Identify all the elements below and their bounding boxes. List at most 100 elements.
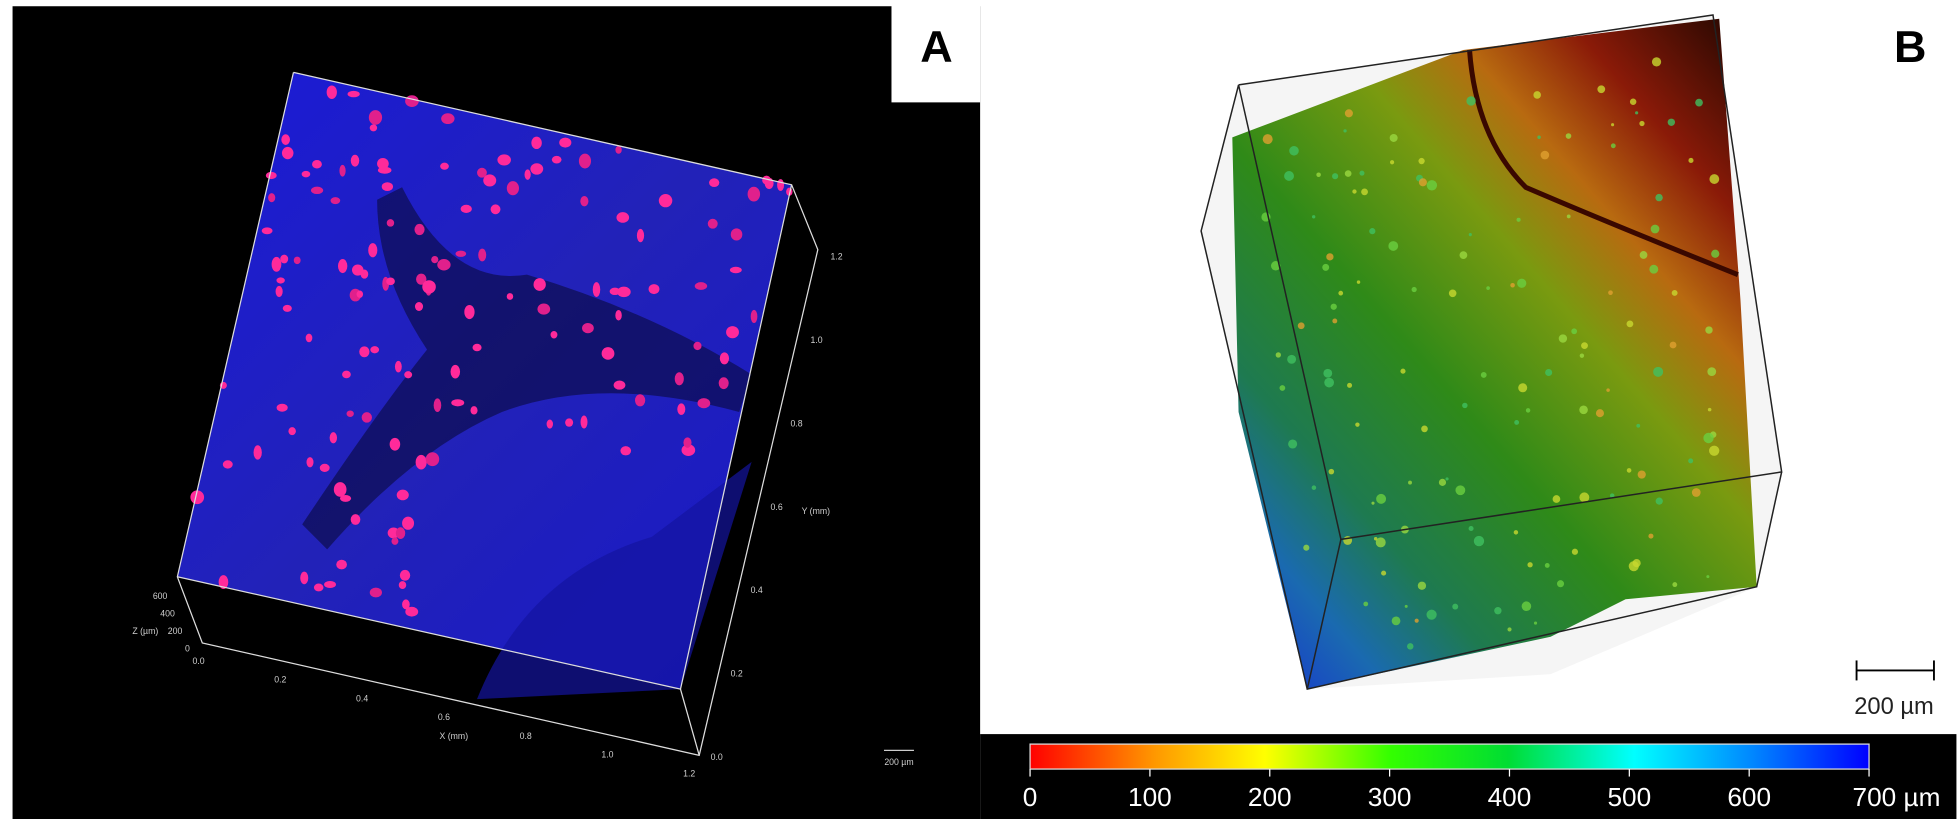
nucleus bbox=[331, 197, 341, 204]
nucleus bbox=[708, 219, 718, 229]
particle bbox=[1455, 485, 1465, 495]
particle bbox=[1324, 378, 1334, 388]
particle bbox=[1517, 218, 1521, 222]
particle bbox=[1688, 158, 1693, 163]
nucleus bbox=[312, 160, 322, 168]
nucleus bbox=[416, 455, 427, 470]
particle bbox=[1537, 136, 1540, 139]
particle bbox=[1611, 123, 1614, 126]
particle bbox=[1597, 85, 1605, 93]
particle bbox=[1705, 326, 1712, 333]
nucleus bbox=[276, 286, 283, 297]
y-tick-label: 0.2 bbox=[731, 669, 743, 679]
particle bbox=[1407, 643, 1414, 650]
particle bbox=[1596, 409, 1604, 417]
particle bbox=[1707, 367, 1716, 376]
nucleus bbox=[336, 560, 347, 570]
particle bbox=[1580, 353, 1584, 357]
nucleus bbox=[254, 445, 262, 459]
nucleus bbox=[342, 371, 351, 379]
particle bbox=[1359, 171, 1364, 176]
nucleus bbox=[314, 584, 324, 592]
nucleus bbox=[276, 277, 284, 283]
particle bbox=[1668, 119, 1675, 126]
particle bbox=[1514, 530, 1518, 534]
nucleus bbox=[748, 187, 760, 202]
particle bbox=[1517, 279, 1526, 288]
nucleus bbox=[530, 163, 543, 174]
particle bbox=[1390, 134, 1398, 142]
x-tick-label: 1.2 bbox=[683, 768, 695, 778]
particle bbox=[1534, 622, 1537, 625]
particle bbox=[1405, 605, 1408, 608]
nucleus bbox=[719, 377, 729, 389]
x-axis-title: X (mm) bbox=[440, 731, 469, 741]
nucleus bbox=[387, 219, 394, 227]
particle bbox=[1427, 180, 1437, 190]
nucleus bbox=[581, 415, 588, 428]
nucleus bbox=[378, 167, 392, 174]
nucleus bbox=[483, 174, 496, 186]
particle bbox=[1611, 143, 1616, 148]
particle bbox=[1518, 383, 1527, 392]
particle bbox=[1706, 575, 1709, 578]
particle bbox=[1486, 286, 1490, 290]
nucleus bbox=[370, 124, 377, 131]
nucleus bbox=[415, 302, 423, 311]
nucleus bbox=[348, 91, 360, 97]
x-tick-label: 0.8 bbox=[520, 731, 532, 741]
particle bbox=[1566, 133, 1572, 139]
particle bbox=[1412, 287, 1417, 292]
color-bar-tick-label: 600 bbox=[1727, 782, 1771, 812]
nucleus bbox=[547, 420, 553, 429]
particle bbox=[1312, 215, 1315, 218]
particle bbox=[1369, 228, 1375, 234]
particle bbox=[1672, 290, 1678, 296]
nucleus bbox=[455, 251, 466, 257]
nucleus bbox=[266, 172, 277, 179]
nucleus bbox=[582, 323, 594, 333]
nucleus bbox=[351, 514, 361, 525]
nucleus bbox=[534, 278, 546, 291]
particle bbox=[1312, 485, 1317, 490]
particle bbox=[1263, 134, 1273, 144]
nucleus bbox=[593, 282, 601, 297]
nucleus bbox=[507, 293, 513, 300]
nucleus bbox=[306, 334, 313, 343]
panel-label: B bbox=[1894, 21, 1926, 72]
nucleus bbox=[426, 452, 439, 466]
color-bar-tick-label: 200 bbox=[1248, 782, 1292, 812]
particle bbox=[1571, 328, 1577, 334]
nucleus bbox=[302, 171, 311, 178]
nucleus bbox=[751, 310, 758, 323]
nucleus bbox=[272, 257, 282, 272]
y-tick-label: 1.0 bbox=[811, 335, 823, 345]
particle bbox=[1545, 563, 1550, 568]
y-tick-label: 0.6 bbox=[771, 502, 783, 512]
nucleus bbox=[361, 270, 369, 279]
particle bbox=[1332, 173, 1338, 179]
x-tick-label: 0.2 bbox=[274, 675, 286, 685]
nucleus bbox=[359, 346, 369, 357]
particle bbox=[1419, 178, 1427, 186]
particle bbox=[1572, 549, 1578, 555]
particle bbox=[1331, 304, 1337, 310]
particle bbox=[1408, 481, 1412, 485]
particle bbox=[1361, 188, 1368, 195]
particle bbox=[1695, 99, 1703, 107]
particle bbox=[1627, 468, 1632, 473]
particle bbox=[1708, 408, 1712, 412]
particle bbox=[1672, 582, 1677, 587]
particle bbox=[1553, 495, 1561, 503]
nucleus bbox=[223, 460, 233, 468]
particle bbox=[1557, 580, 1564, 587]
particle bbox=[1559, 334, 1567, 342]
nucleus bbox=[311, 187, 323, 194]
panel-label: A bbox=[920, 21, 952, 72]
particle bbox=[1355, 422, 1359, 426]
particle bbox=[1323, 369, 1332, 378]
nucleus bbox=[726, 326, 739, 338]
particle bbox=[1445, 477, 1448, 480]
nucleus bbox=[616, 212, 629, 223]
particle bbox=[1345, 109, 1353, 117]
